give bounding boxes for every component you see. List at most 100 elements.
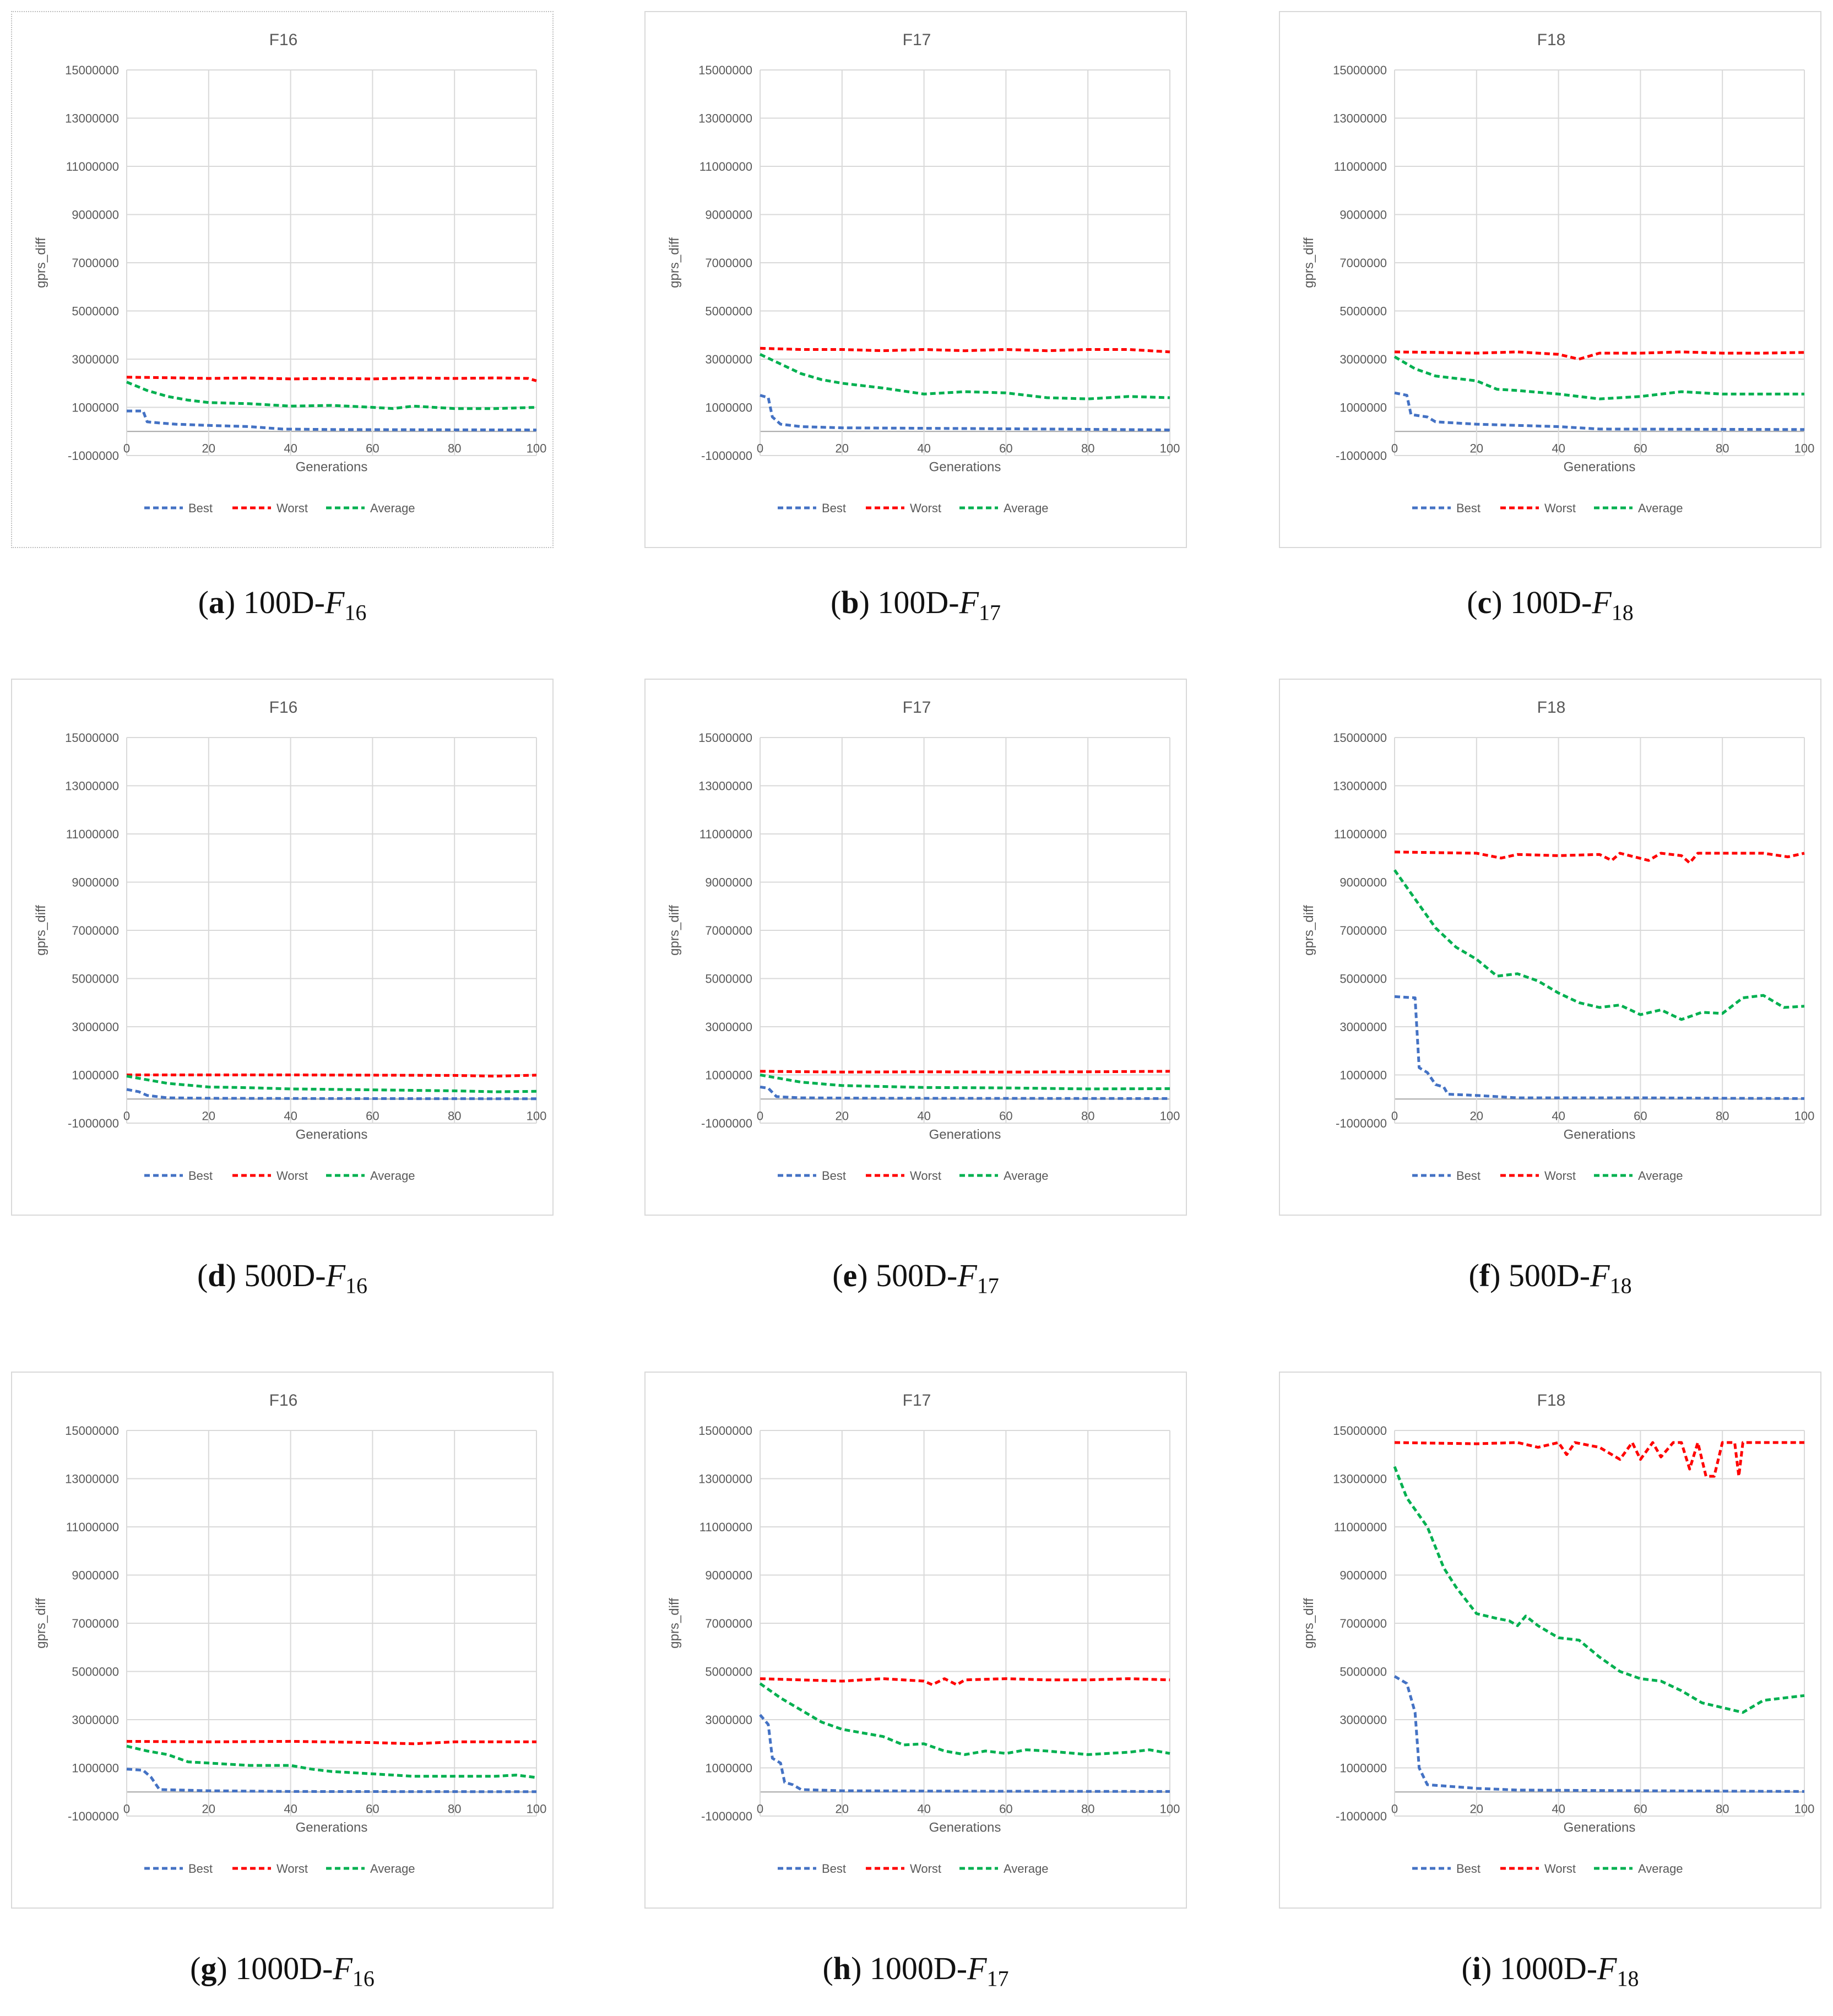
x-tick-label: 60 <box>1634 1802 1647 1816</box>
chart-svg: F16 -1000000 1000000 3000000 5000000 7000000 9… <box>34 1391 547 1876</box>
series-line-average <box>126 1744 537 1779</box>
y-tick-label: 1000000 <box>72 401 119 415</box>
y-tick-label: 9000000 <box>1340 876 1387 890</box>
x-tick-label: 0 <box>1391 1109 1398 1123</box>
x-tick-label: 0 <box>757 1109 763 1123</box>
y-tick-label: 5000000 <box>705 1665 752 1679</box>
chart-panel-e: F17 -1000000 1000000 3000000 5000000 7000000 9… <box>644 679 1187 1216</box>
x-tick-label: 100 <box>1160 1802 1180 1816</box>
caption-dimension: 500D- <box>876 1258 958 1293</box>
chart-title: F16 <box>269 31 298 49</box>
subfigure-caption-a: (a) 100D-F16 <box>198 584 367 625</box>
legend-label-best: Best <box>1456 501 1480 515</box>
x-tick-label: 0 <box>757 1802 763 1816</box>
subfigure-caption-e: (e) 500D-F17 <box>832 1258 999 1298</box>
x-tick-label: 60 <box>366 1802 379 1816</box>
legend-label-worst: Worst <box>1544 501 1576 515</box>
y-tick-label: 7000000 <box>72 256 119 270</box>
y-tick-label: -1000000 <box>68 1117 119 1130</box>
series-line-best <box>1394 995 1805 1100</box>
caption-letter: d <box>208 1258 226 1293</box>
x-axis-label: Generations <box>296 459 368 474</box>
y-tick-label: 3000000 <box>72 353 119 366</box>
caption-function-symbol: F <box>1592 584 1612 620</box>
x-tick-label: 20 <box>1470 1802 1483 1816</box>
caption-function-index: 17 <box>979 600 1001 625</box>
chart-svg: F18 -1000000 1000000 3000000 5000000 7000000 9… <box>1301 1391 1814 1876</box>
x-tick-label: 0 <box>123 1802 130 1816</box>
x-tick-label: 60 <box>999 1109 1012 1123</box>
chart-title: F17 <box>903 698 931 717</box>
chart-title: F18 <box>1537 31 1566 49</box>
legend-label-best: Best <box>188 1862 213 1876</box>
y-tick-label: 3000000 <box>72 1020 119 1034</box>
legend-label-average: Average <box>370 1169 415 1183</box>
series-line-best <box>1393 1675 1805 1793</box>
x-tick-label: 0 <box>1391 1802 1398 1816</box>
x-tick-label: 0 <box>757 441 763 455</box>
caption-dimension: 1000D- <box>869 1950 968 1986</box>
y-tick-label: 15000000 <box>65 731 119 745</box>
caption-dimension: 1000D- <box>235 1950 333 1986</box>
caption-function-index: 16 <box>352 1966 375 1991</box>
x-tick-label: 80 <box>1081 1109 1094 1123</box>
x-tick-label: 100 <box>1160 1109 1180 1123</box>
y-tick-label: 9000000 <box>705 208 752 222</box>
y-tick-label: 7000000 <box>72 1617 119 1630</box>
chart-panel-a: F16 -1000000 1000000 3000000 5000000 7000000 9… <box>11 11 554 548</box>
y-tick-label: -1000000 <box>68 1809 119 1823</box>
x-tick-label: 100 <box>1794 1109 1815 1123</box>
caption-function-index: 17 <box>986 1966 1009 1991</box>
x-tick-label: 100 <box>527 441 547 455</box>
caption-dimension: 100D- <box>1510 584 1592 620</box>
subfigure-caption-i: (i) 1000D-F18 <box>1461 1950 1639 1991</box>
y-tick-label: 11000000 <box>699 827 752 841</box>
y-axis-label: gprs_diff <box>1301 905 1316 956</box>
x-tick-label: 80 <box>448 1802 461 1816</box>
y-tick-label: 15000000 <box>65 1424 119 1438</box>
y-tick-label: 5000000 <box>705 972 752 986</box>
y-tick-label: 15000000 <box>698 1424 752 1438</box>
x-axis-label: Generations <box>1564 1820 1636 1835</box>
y-axis-label: gprs_diff <box>34 1598 48 1649</box>
series-line-best <box>126 1088 537 1101</box>
x-tick-label: 80 <box>1081 1802 1094 1816</box>
caption-function-index: 17 <box>977 1273 999 1298</box>
x-axis-label: Generations <box>1564 1127 1636 1142</box>
x-tick-label: 100 <box>527 1802 547 1816</box>
y-tick-label: 7000000 <box>705 256 752 270</box>
y-tick-label: 1000000 <box>72 1069 119 1082</box>
chart-title: F18 <box>1537 698 1566 717</box>
legend-label-worst: Worst <box>276 1862 308 1876</box>
y-tick-label: 1000000 <box>72 1762 119 1775</box>
chart-panel-d: F16 -1000000 1000000 3000000 5000000 7000000 9… <box>11 679 554 1216</box>
x-tick-label: 100 <box>1794 441 1815 455</box>
y-tick-label: 5000000 <box>72 305 119 318</box>
y-tick-label: 13000000 <box>698 112 752 126</box>
x-tick-label: 60 <box>999 441 1012 455</box>
series-line-worst <box>760 1070 1170 1074</box>
chart-panel-i: F18 -1000000 1000000 3000000 5000000 7000000 9… <box>1279 1372 1821 1909</box>
y-tick-label: 9000000 <box>72 208 119 222</box>
y-tick-label: 15000000 <box>1333 1424 1387 1438</box>
y-tick-label: 3000000 <box>72 1713 119 1727</box>
legend-label-worst: Worst <box>910 1169 941 1183</box>
caption-function-index: 18 <box>1609 1273 1632 1298</box>
series-line-best <box>760 394 1170 432</box>
legend-label-worst: Worst <box>910 501 941 515</box>
subfigure-caption-d: (d) 500D-F16 <box>197 1258 368 1298</box>
y-tick-label: 11000000 <box>1334 1520 1387 1534</box>
y-axis-label: gprs_diff <box>667 1598 682 1649</box>
series-line-worst <box>126 1739 536 1746</box>
y-tick-label: 5000000 <box>1340 305 1387 318</box>
x-tick-label: 40 <box>917 1109 930 1123</box>
x-tick-label: 40 <box>284 441 297 455</box>
caption-function-symbol: F <box>324 584 345 620</box>
y-tick-label: 13000000 <box>698 1472 752 1486</box>
caption-letter: b <box>841 584 859 620</box>
y-tick-label: 5000000 <box>72 972 119 986</box>
y-tick-label: 5000000 <box>72 1665 119 1679</box>
series-line-best <box>759 1714 1170 1793</box>
y-tick-label: 13000000 <box>65 779 119 793</box>
chart-panel-f: F18 -1000000 1000000 3000000 5000000 7000000 9… <box>1279 679 1821 1216</box>
